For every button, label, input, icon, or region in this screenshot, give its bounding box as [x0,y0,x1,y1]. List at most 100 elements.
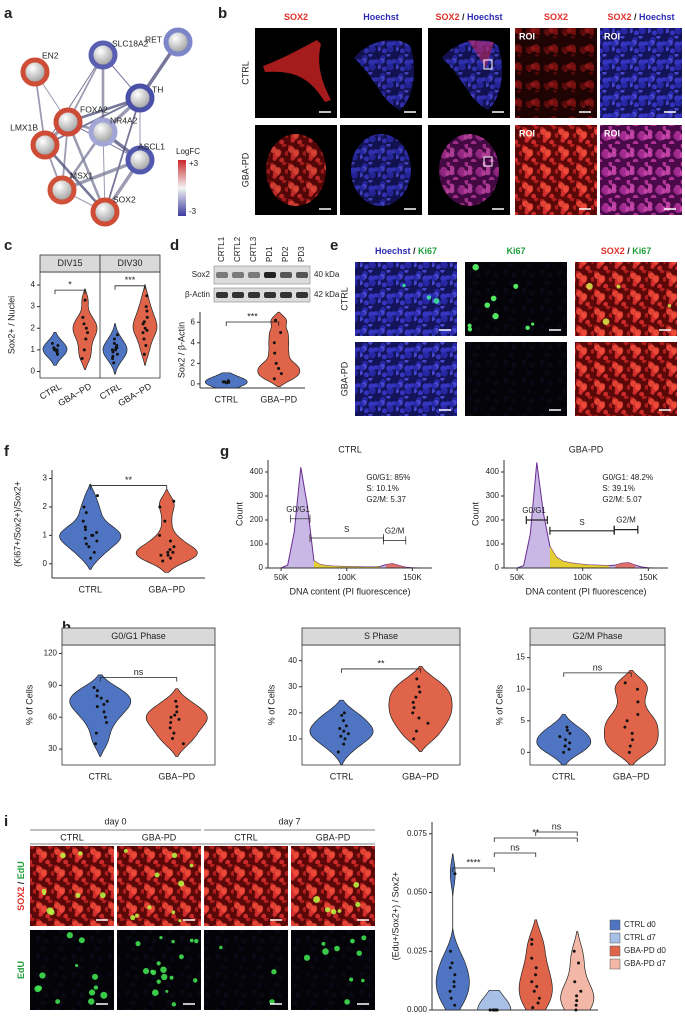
data-point [144,305,148,309]
y-tick-label: 0.000 [407,1005,428,1014]
y-axis-label: (Ki67+/Sox2+)/Sox2+ [12,481,22,567]
lane-label: CRTL1 [217,236,226,262]
fluorescent-cell [426,295,432,300]
data-point [115,344,119,348]
data-point [340,713,344,717]
data-point [82,505,86,509]
fluorescent-cell [169,975,174,980]
column-header-part: Hoechst [467,12,503,22]
data-point [141,331,145,335]
data-point [173,713,177,717]
fluorescent-cell [322,948,329,955]
lane-label: CRTL2 [233,236,242,262]
data-point [92,685,96,689]
network-node [163,27,193,57]
y-tick-label: 1 [43,530,48,539]
panel-label: h [62,619,71,636]
fluorescent-cell [492,312,499,320]
condition-header: GBA-PD [316,832,351,842]
data-point [102,702,106,706]
fluorescent-cell [361,978,365,983]
data-point [339,734,343,738]
y-tick-label: 100 [250,539,264,548]
fluorescent-cell [467,327,473,332]
column-header-part: / [625,246,633,256]
fluorescent-cell [179,954,184,960]
data-point [158,505,162,509]
image-tile [600,28,682,118]
y-tick-label: 2 [43,502,48,511]
data-point [574,1003,578,1007]
blot-band [248,292,260,298]
gate-stat: G0/G1: 85% [366,473,410,482]
data-point [84,528,88,532]
row-label: EdU [16,961,26,979]
significance-bracket [341,668,421,673]
fluorescent-cell [147,905,152,910]
fluorescent-cell [349,977,354,982]
x-tick-label: GBA−PD [402,771,439,781]
y-tick-label: 300 [250,491,264,500]
network-node [53,107,83,137]
y-tick-label: 0.050 [407,888,428,897]
data-point [142,352,146,356]
significance-bracket [452,867,495,872]
column-header-part: SOX2 [284,12,308,22]
data-point [342,729,346,733]
data-point [414,695,418,699]
legend-label: CTRL d7 [624,933,656,942]
node-label: NR4A2 [110,115,138,125]
facet-title: DIV30 [117,258,142,268]
data-point [341,719,345,723]
fluorescent-cell [171,852,178,858]
significance-label: *** [247,311,258,321]
data-point [95,689,99,693]
column-header: SOX2 / Hoechst [435,12,502,22]
data-point [636,700,640,704]
column-header-part: SOX2 [601,246,625,256]
data-point [534,973,538,977]
data-point [636,712,640,716]
network-node [88,117,118,147]
fluorescent-cell [602,318,610,326]
data-point [175,705,179,709]
y-tick-label: 5 [521,716,526,725]
data-point [564,738,568,742]
data-point [102,710,106,714]
protein-label: β-Actin [185,290,210,299]
x-tick-label: CTRL [330,771,354,781]
significance-bracket [89,485,168,490]
data-point [575,994,579,998]
fluorescent-cell [353,882,360,888]
column-header-part: / [410,246,418,256]
size-label: 40 kDa [314,270,340,279]
legend-swatch [609,958,621,970]
lane-label: PD1 [265,246,274,262]
violin [145,688,208,757]
data-point [110,348,114,352]
data-point [453,872,457,876]
blot-band [264,272,276,278]
size-label: 42 kDa [314,290,340,299]
data-point [89,556,93,560]
x-tick-label: CTRL [88,771,112,781]
plot-title: CTRL [338,444,362,454]
significance-bracket [54,289,86,295]
gate-label: G0/G1 [286,505,310,514]
fluorescent-cell [171,939,175,944]
legend-label: GBA-PD d7 [624,959,666,968]
data-point [145,315,149,319]
fluorescent-cell [165,989,169,993]
data-point [172,545,176,549]
fluorescent-cell [100,991,108,999]
fluorescent-cell [78,851,83,856]
facet-strip [529,627,666,646]
y-tick-label: 3 [43,474,48,483]
y-tick-label: 20 [288,708,297,717]
fluorescent-cell [92,973,99,980]
row-label-part: / [16,879,26,887]
network-node [90,197,120,227]
column-header: SOX2 [544,12,568,22]
fluorescent-cell [178,919,182,923]
fluorescent-cell [194,938,199,944]
